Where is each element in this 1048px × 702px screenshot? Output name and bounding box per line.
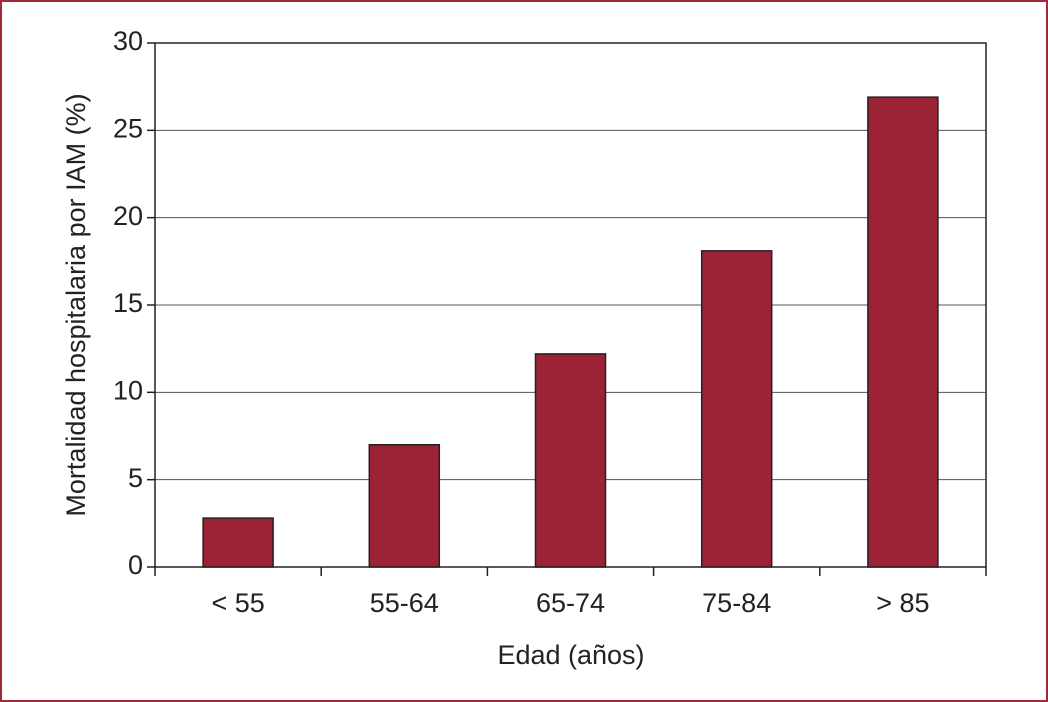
y-axis-title: Mortalidad hospitalaria por IAM (%) <box>61 93 91 516</box>
x-tick-label: 55-64 <box>370 588 439 618</box>
x-tick-label: 75-84 <box>702 588 771 618</box>
x-tick-label: 65-74 <box>536 588 605 618</box>
bar <box>202 517 274 568</box>
bar <box>368 443 441 568</box>
bar <box>700 250 773 568</box>
bar <box>534 353 607 568</box>
y-tick-label: 15 <box>113 288 143 318</box>
y-tick-label: 30 <box>113 26 143 56</box>
bar <box>867 96 939 568</box>
y-tick-label: 0 <box>128 550 143 580</box>
x-axis-title: Edad (años) <box>497 640 644 670</box>
y-tick-label: 25 <box>113 113 143 143</box>
x-tick-label: > 85 <box>876 588 929 618</box>
y-tick-label: 20 <box>113 201 143 231</box>
x-tick-label: < 55 <box>211 588 264 618</box>
y-tick-label: 10 <box>113 375 143 405</box>
y-tick-label: 5 <box>128 463 143 493</box>
